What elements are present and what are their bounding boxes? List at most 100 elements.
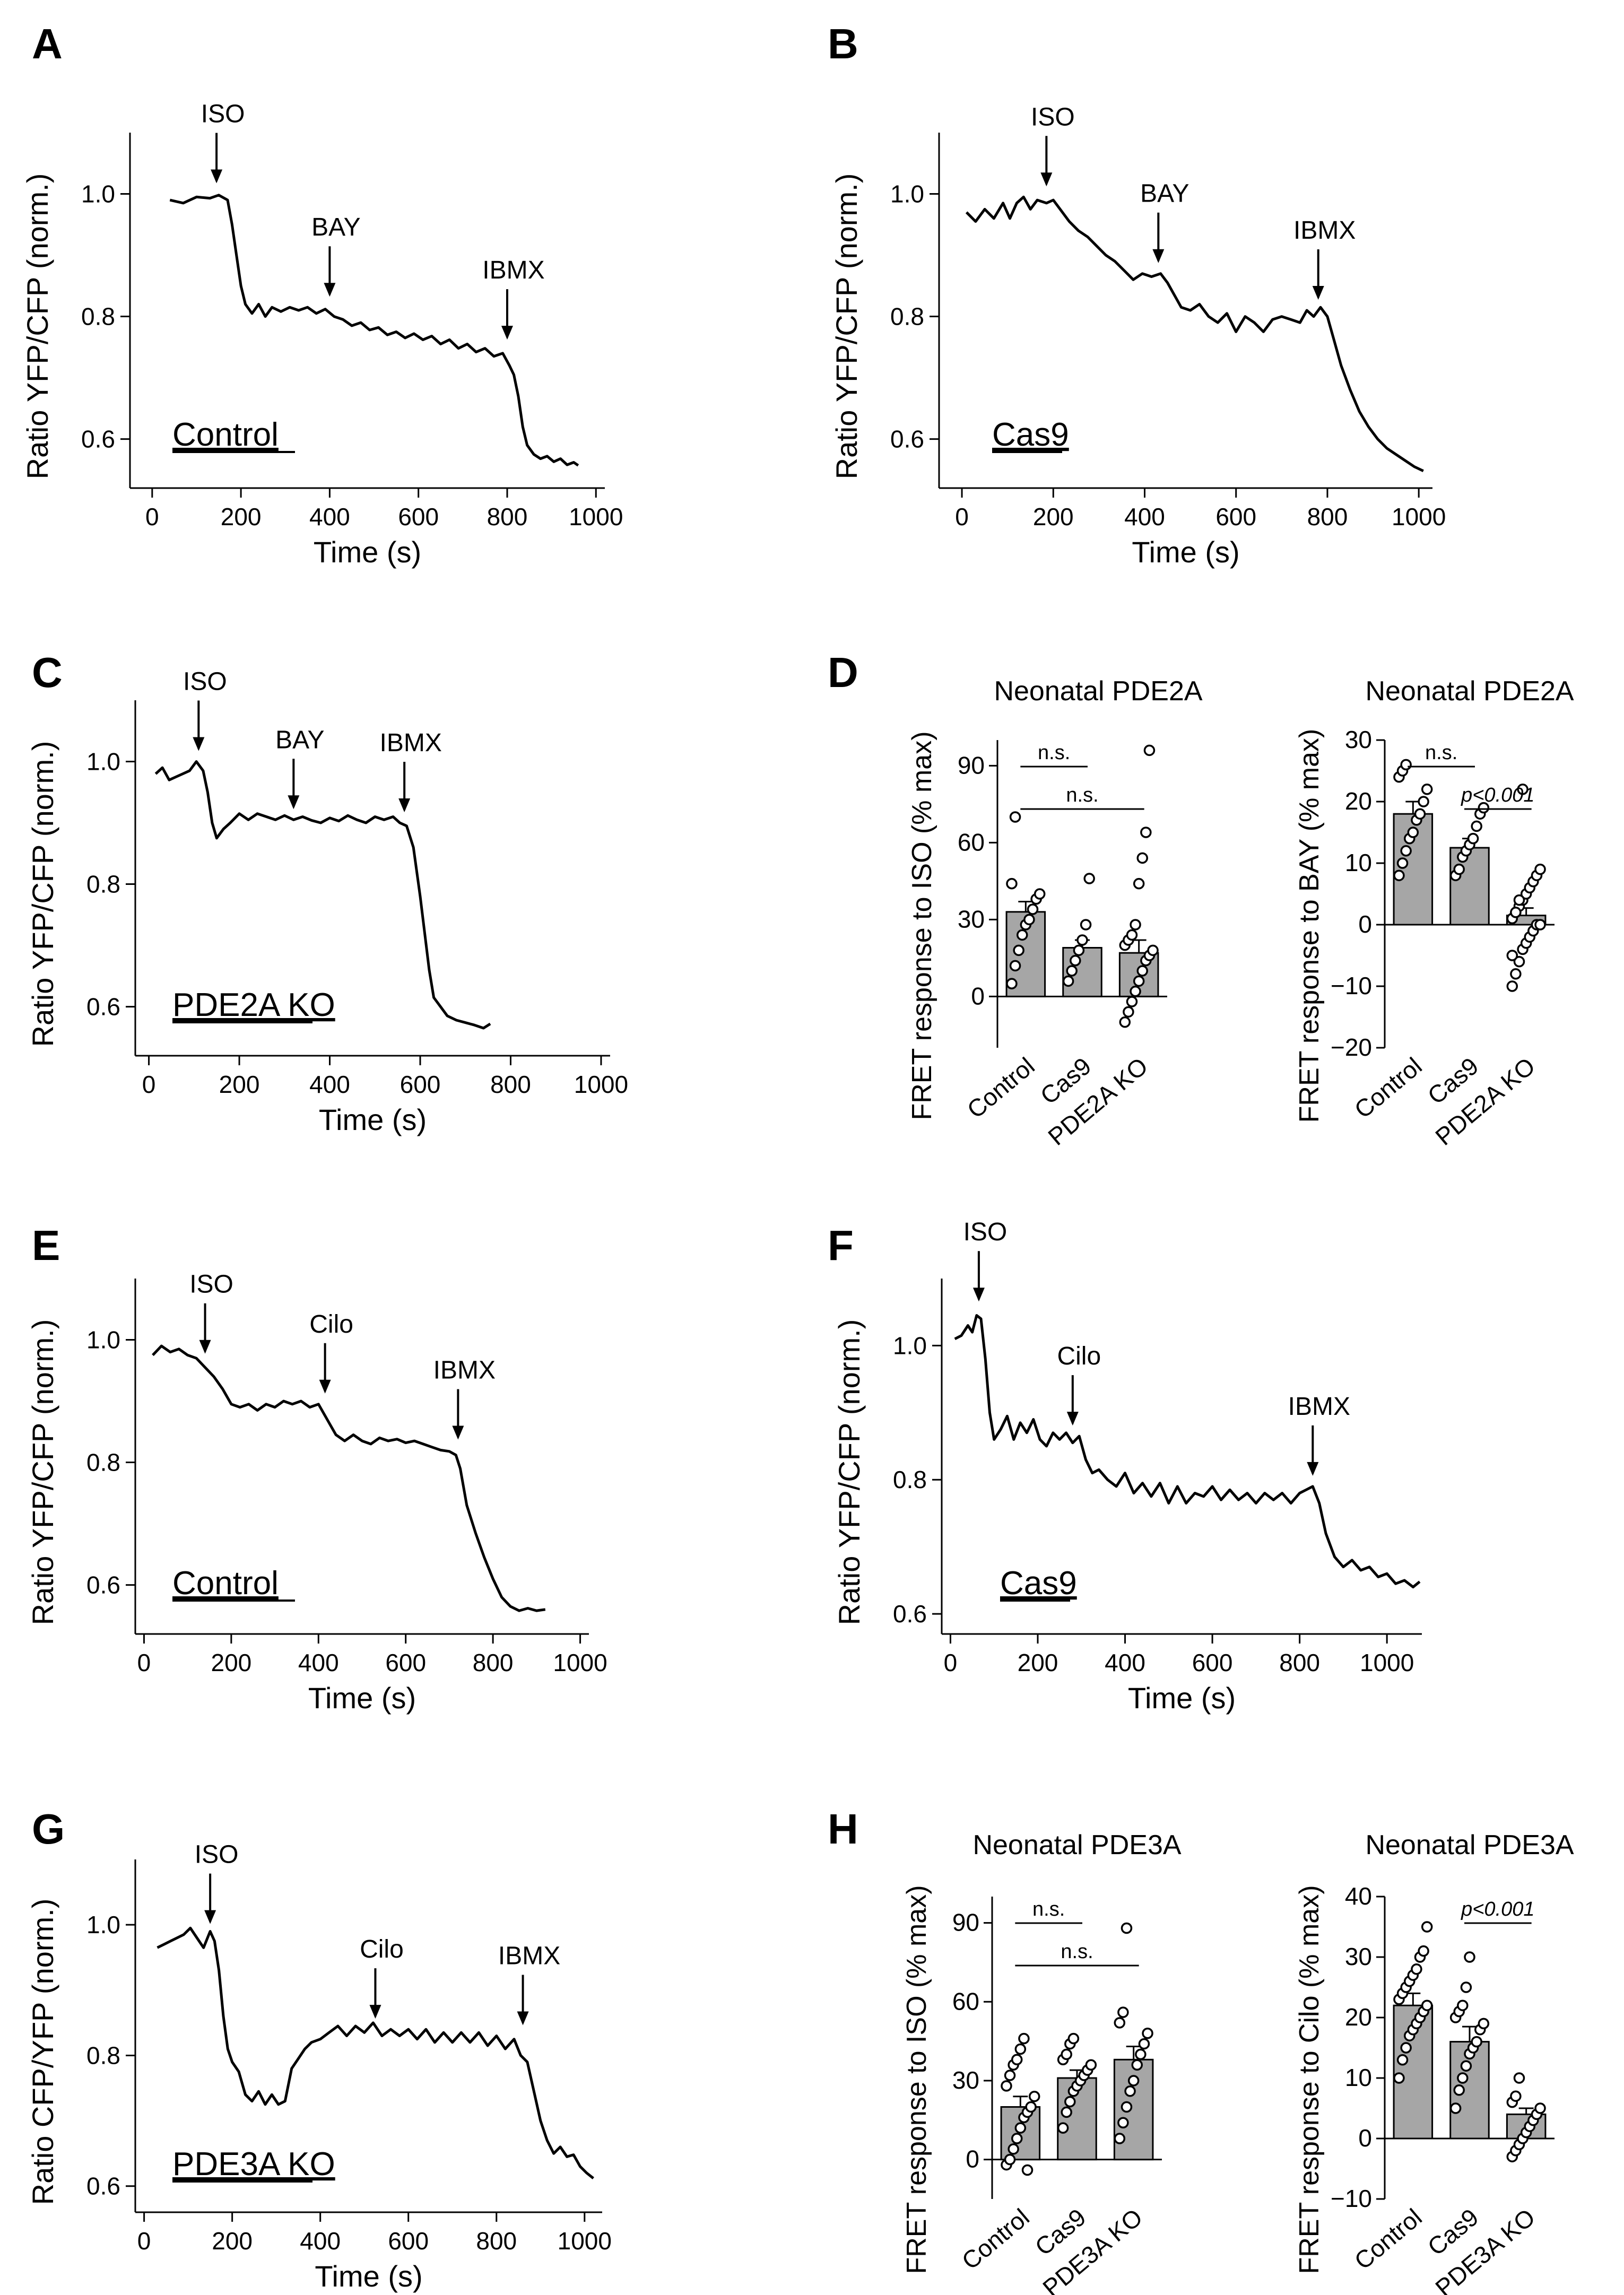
data-point (1004, 2070, 1016, 2081)
x-tick-label: 0 (137, 1649, 151, 1676)
data-point (1008, 2143, 1019, 2155)
annotation-label: IBMX (433, 1356, 496, 1384)
data-point (1400, 845, 1412, 857)
y-axis-label: Ratio YFP/CFP (norm.) (830, 173, 863, 480)
trace-line (157, 1926, 594, 2179)
y-axis-label: Ratio CFP/YFP (norm.) (26, 1899, 59, 2205)
data-point (1121, 1922, 1133, 1934)
y-tick-label: 1.0 (81, 180, 115, 208)
x-tick-label: 400 (300, 2227, 341, 2255)
x-tick-label: 1000 (1392, 503, 1446, 531)
trace-line (965, 195, 1424, 472)
data-point (1138, 2038, 1150, 2050)
chart-title: Neonatal PDE3A (1365, 1830, 1574, 1861)
chart-title: Neonatal PDE2A (1365, 676, 1574, 707)
annotation-label: IBMX (482, 256, 544, 284)
y-tick-label: 0.8 (890, 303, 924, 331)
data-point (1460, 2060, 1472, 2072)
y-tick-label: 0 (966, 2145, 979, 2173)
annotation-arrow-head (193, 737, 205, 751)
annotation-label: ISO (963, 1218, 1008, 1246)
x-tick-label: 1000 (558, 2227, 612, 2255)
data-point (1076, 934, 1088, 946)
annotation-arrow-head (398, 798, 411, 813)
annotation-label: ISO (1031, 103, 1075, 131)
x-tick-label: 800 (490, 1071, 531, 1098)
x-axis-label: Time (s) (314, 535, 421, 569)
panel-h-right: Neonatal PDE3A −10 0 10 20 30 40 FRET response … (1294, 1830, 1574, 2295)
x-axis-label: Time (s) (315, 2259, 422, 2293)
data-point (1140, 827, 1152, 838)
data-point (1057, 2122, 1069, 2134)
x-tick-label: 0 (955, 503, 969, 531)
y-tick-label: 90 (958, 751, 985, 779)
x-tick-label: 200 (211, 1649, 251, 1676)
significance-label: n.s. (1038, 742, 1070, 764)
y-tick-label: 0.6 (86, 1571, 120, 1599)
data-point (1018, 2032, 1030, 2045)
x-tick-label: 800 (1307, 503, 1348, 531)
y-axis-label: FRET response to ISO (% max) (901, 1885, 932, 2274)
x-tick-label: 200 (219, 1071, 260, 1098)
data-point (1421, 784, 1433, 795)
annotation-label: ISO (195, 1841, 239, 1869)
annotation-arrow-head (1152, 249, 1165, 263)
panel-b: B 0 200 400 600 800 1000 0.6 0.8 1.0 Time (s) Ratio… (828, 20, 1446, 569)
trace-line (169, 194, 579, 467)
data-point (1127, 2075, 1140, 2087)
y-axis-label: FRET response to ISO (% max) (907, 731, 937, 1120)
annotation-label: BAY (275, 726, 324, 754)
data-point (1534, 919, 1546, 931)
y-tick-label: 0.6 (81, 425, 115, 453)
x-axis-label: Time (s) (308, 1681, 416, 1715)
data-point (1121, 2101, 1133, 2113)
data-point (1510, 968, 1522, 980)
data-point (1123, 1006, 1134, 1018)
panel-letter: G (32, 1805, 65, 1853)
data-point (1133, 975, 1145, 987)
panel-letter: C (32, 649, 63, 696)
y-axis-label: Ratio YFP/CFP (norm.) (21, 173, 54, 480)
x-tick-label: 1000 (1360, 1649, 1414, 1676)
data-point (1016, 929, 1028, 941)
annotation-label: IBMX (379, 729, 441, 757)
annotation-label: IBMX (498, 1942, 560, 1970)
x-tick-label: 400 (309, 1071, 350, 1098)
panel-f: F 0 200 400 600 800 1000 0.6 0.8 1.0 Time (s) Ratio… (828, 1218, 1422, 1715)
x-tick-label: 200 (212, 2227, 253, 2255)
trace-line (954, 1314, 1421, 1588)
significance-label: p<0.001 (1461, 784, 1534, 806)
annotation-label: ISO (189, 1271, 233, 1299)
x-tick-label: 0 (145, 503, 159, 531)
annotation-arrow-head (199, 1340, 211, 1354)
panel-h-left: H Neonatal PDE3A 0 30 60 90 FRET response to I… (828, 1805, 1182, 2295)
data-point (1006, 877, 1018, 890)
panel-letter: A (32, 20, 63, 67)
data-point (1421, 2000, 1433, 2011)
panel-letter: D (828, 649, 858, 696)
x-tick-label: 800 (1279, 1649, 1320, 1676)
data-point (1513, 955, 1525, 968)
data-point (1126, 996, 1138, 1007)
data-point (1453, 2084, 1465, 2096)
data-point (1478, 2018, 1490, 2030)
y-tick-label: 90 (952, 1909, 979, 1936)
annotation-arrow-head (211, 169, 223, 184)
y-tick-label: −10 (1331, 2185, 1372, 2212)
annotation-arrow-head (1307, 1462, 1319, 1476)
x-tick-label: 0 (137, 2227, 151, 2255)
x-axis-label: Time (s) (1132, 535, 1239, 569)
y-tick-label: 30 (958, 905, 985, 933)
data-point (1064, 2096, 1076, 2108)
annotation-arrow-head (204, 1910, 216, 1924)
data-point (1085, 2059, 1097, 2071)
data-point (1061, 2106, 1072, 2118)
data-point (1066, 965, 1078, 977)
y-tick-label: 10 (1345, 2064, 1372, 2091)
x-tick-label: 400 (309, 503, 350, 531)
data-point (1400, 2042, 1412, 2054)
y-tick-label: 0.6 (890, 425, 924, 453)
data-point (1478, 802, 1490, 814)
condition-label: PDE2A KO (172, 987, 335, 1023)
panel-e: E 0 200 400 600 800 1000 0.6 0.8 1.0 Time (s) Ratio… (26, 1222, 607, 1715)
